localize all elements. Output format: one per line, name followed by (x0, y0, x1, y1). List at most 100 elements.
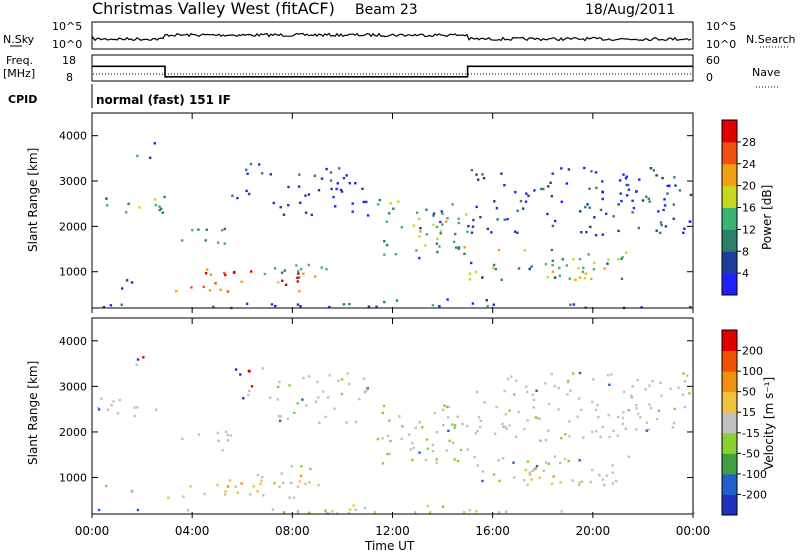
data-cell (587, 253, 590, 256)
data-cell (394, 253, 397, 256)
data-cell (599, 208, 603, 212)
data-cell (526, 483, 529, 486)
data-cell (551, 224, 555, 228)
data-cell (689, 305, 692, 309)
data-cell (647, 428, 650, 431)
data-cell (102, 305, 106, 309)
data-cell (579, 210, 582, 213)
data-cell (630, 394, 633, 397)
data-cell (502, 457, 505, 460)
data-cell (321, 390, 325, 393)
x-tick-label: 16:00 (475, 524, 510, 538)
data-cell (336, 182, 339, 185)
y-tick-label: 4000 (59, 130, 87, 143)
colorbar-swatch (722, 453, 737, 475)
data-cell (649, 167, 653, 170)
data-cell (453, 423, 457, 427)
data-cell (347, 512, 351, 515)
data-cell (581, 270, 585, 273)
data-cell (648, 200, 651, 203)
data-cell (532, 398, 536, 402)
data-cell (553, 276, 557, 279)
data-cell (202, 285, 205, 289)
data-cell (445, 449, 449, 452)
data-cell (515, 435, 518, 438)
data-cell (648, 403, 651, 406)
data-cell (578, 276, 582, 279)
data-cell (659, 221, 663, 224)
data-cell (334, 205, 337, 208)
data-cell (627, 455, 630, 458)
data-cell (530, 478, 533, 481)
data-cell (503, 184, 506, 187)
data-cell (659, 231, 662, 235)
data-cell (486, 227, 489, 231)
data-cell (611, 471, 614, 474)
data-cell (566, 381, 570, 384)
data-cell (655, 174, 658, 177)
data-cell (153, 142, 156, 145)
data-cell (446, 416, 450, 419)
data-cell (495, 405, 498, 409)
data-cell (309, 467, 312, 471)
data-cell (388, 419, 391, 422)
data-cell (388, 212, 391, 215)
data-cell (415, 211, 419, 214)
data-cell (668, 184, 671, 187)
data-cell (106, 408, 110, 411)
beam-title: Beam 23 (355, 2, 418, 18)
data-cell (240, 280, 243, 283)
data-cell (538, 417, 541, 420)
data-cell (161, 211, 164, 214)
noise-right-tick-high: 10^5 (706, 20, 736, 33)
colorbar-tick-label: 4 (742, 267, 749, 280)
data-cell (330, 187, 333, 191)
data-cell (256, 490, 259, 493)
data-cell (250, 385, 254, 388)
colorbar-swatch (722, 141, 737, 165)
data-cell (516, 209, 519, 212)
data-cell (296, 402, 299, 405)
data-cell (348, 382, 351, 386)
data-cell (551, 259, 554, 262)
data-cell (483, 401, 486, 404)
data-cell (366, 387, 369, 390)
data-cell (296, 303, 300, 306)
data-cell (689, 220, 692, 223)
data-cell (474, 270, 478, 274)
data-cell (206, 268, 209, 271)
data-cell (149, 156, 152, 159)
data-cell (304, 482, 307, 485)
data-cell (386, 243, 389, 247)
data-cell (593, 261, 596, 265)
data-cell (418, 451, 421, 454)
data-cell (490, 231, 493, 234)
data-cell (470, 231, 474, 234)
data-cell (348, 508, 352, 511)
data-cell (664, 225, 668, 228)
data-cell (439, 220, 442, 224)
data-cell (299, 305, 302, 308)
data-cell (167, 496, 170, 499)
data-cell (682, 231, 685, 234)
power-colorbar: 4 8 12 16 20 24 28 (721, 119, 756, 296)
data-cell (283, 269, 286, 272)
data-cell (540, 187, 543, 191)
x-tick-label: 08:00 (275, 524, 310, 538)
data-cell (612, 215, 615, 218)
data-cell (239, 373, 242, 376)
power-colorbar-label: Power [dB] (760, 185, 774, 250)
data-cell (557, 386, 560, 390)
data-cell (296, 511, 300, 514)
data-cell (474, 432, 477, 435)
data-cell (261, 475, 264, 479)
data-cell (640, 306, 643, 309)
data-cell (620, 257, 623, 260)
data-cell (495, 207, 499, 210)
data-cell (594, 234, 598, 237)
data-cell (592, 268, 596, 271)
cpid-panel: CPID normal (fast) 151 IF (8, 84, 231, 108)
data-cell (121, 287, 124, 290)
data-cell (448, 439, 451, 442)
data-cell (421, 426, 424, 429)
